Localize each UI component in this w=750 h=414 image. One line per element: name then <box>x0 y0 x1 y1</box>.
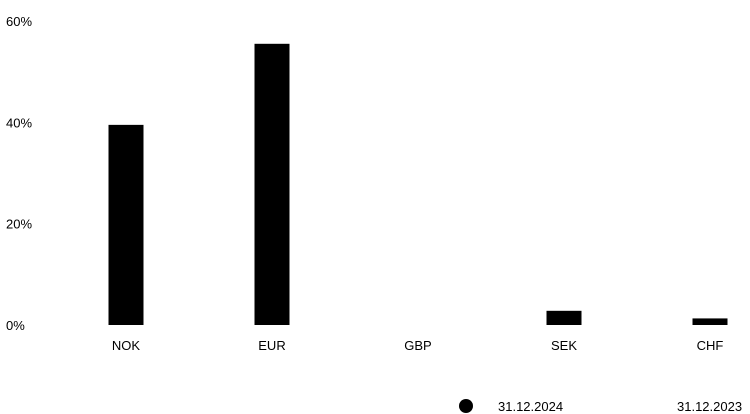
bar-chf <box>692 318 728 325</box>
y-tick-label: 20% <box>6 217 32 232</box>
x-tick-label-gbp: GBP <box>404 338 431 353</box>
x-tick-label-chf: CHF <box>697 338 724 353</box>
y-tick-label: 0% <box>6 318 25 333</box>
x-tick-label-nok: NOK <box>112 338 141 353</box>
legend-label-2024: 31.12.2024 <box>498 399 563 414</box>
y-axis-ticks: 0% 20% 40% 60% <box>6 14 32 333</box>
legend-label-2023: 31.12.2023 <box>677 399 742 414</box>
bar-nok <box>108 124 144 325</box>
bar-eur <box>254 43 290 326</box>
y-tick-label: 60% <box>6 14 32 29</box>
legend: 31.12.2024 31.12.2023 <box>459 399 742 414</box>
bars <box>108 43 728 326</box>
bar-sek <box>546 310 582 325</box>
y-tick-label: 40% <box>6 115 32 130</box>
x-axis-ticks: NOK EUR GBP SEK CHF <box>112 338 724 353</box>
x-tick-label-sek: SEK <box>551 338 577 353</box>
legend-marker-2024 <box>459 399 473 413</box>
x-tick-label-eur: EUR <box>258 338 285 353</box>
